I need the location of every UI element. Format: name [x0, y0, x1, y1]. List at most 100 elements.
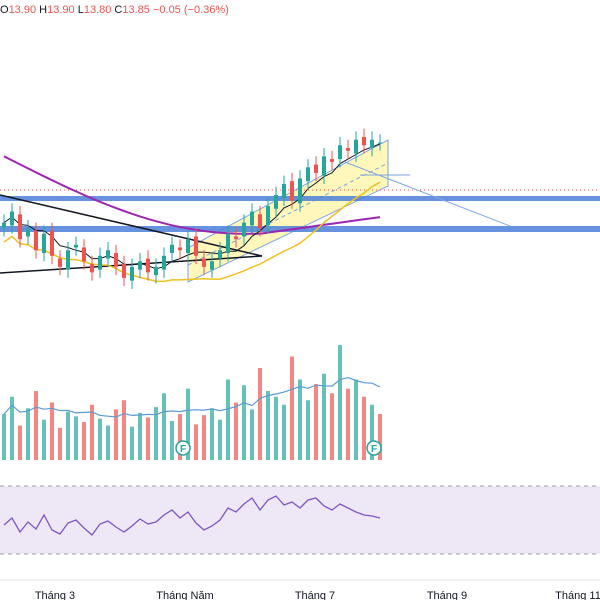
candle[interactable] [314, 156, 318, 182]
candle[interactable] [34, 222, 38, 259]
candle[interactable] [146, 250, 150, 281]
volume-bar[interactable] [274, 396, 278, 460]
volume-bar[interactable] [330, 393, 334, 460]
triangle-upper-trendline[interactable] [0, 194, 263, 257]
candle[interactable] [106, 241, 110, 267]
volume-bar[interactable] [66, 411, 70, 460]
candle[interactable] [226, 225, 230, 262]
volume-bar[interactable] [10, 396, 14, 460]
candle[interactable] [282, 175, 286, 207]
volume-bar[interactable] [50, 402, 54, 461]
volume-bar[interactable] [234, 402, 238, 461]
volume-bar[interactable] [58, 427, 62, 460]
volume-bar[interactable] [250, 409, 254, 460]
volume-bar[interactable] [354, 379, 358, 461]
candle[interactable] [234, 228, 238, 248]
volume-bar[interactable] [210, 408, 214, 460]
candle[interactable] [322, 148, 326, 184]
volume-bar[interactable] [218, 419, 222, 460]
volume-bar[interactable] [146, 417, 150, 460]
volume-pane[interactable]: F F [2, 345, 382, 460]
flag-marker-2[interactable]: F [366, 440, 382, 456]
volume-bar[interactable] [346, 388, 350, 460]
rsi-pane[interactable] [0, 485, 600, 555]
volume-bar[interactable] [18, 425, 22, 461]
volume-bar[interactable] [338, 345, 342, 460]
candle[interactable] [242, 214, 246, 245]
volume-bar[interactable] [378, 414, 382, 460]
candle[interactable] [58, 250, 62, 276]
candle[interactable] [26, 219, 30, 245]
candle[interactable] [18, 206, 22, 248]
volume-bar[interactable] [362, 396, 366, 460]
candle[interactable] [266, 197, 270, 234]
candle[interactable] [74, 236, 78, 256]
volume-bar[interactable] [2, 414, 6, 460]
candle[interactable] [98, 247, 102, 278]
volume-bar[interactable] [242, 385, 246, 460]
volume-bar[interactable] [74, 416, 78, 460]
candle[interactable] [354, 131, 358, 162]
volume-bar[interactable] [314, 384, 318, 460]
volume-bar[interactable] [114, 409, 118, 460]
candle[interactable] [346, 139, 350, 160]
candle[interactable] [250, 203, 254, 234]
candle[interactable] [186, 230, 190, 262]
candle[interactable] [202, 250, 206, 276]
candle[interactable] [378, 134, 382, 151]
volume-bar[interactable] [42, 419, 46, 460]
volume-bar[interactable] [106, 425, 110, 461]
volume-bar[interactable] [266, 391, 270, 460]
volume-bar[interactable] [82, 422, 86, 460]
candle[interactable] [2, 214, 6, 237]
candle[interactable] [178, 239, 182, 259]
candle[interactable] [138, 253, 142, 278]
volume-bar[interactable] [370, 404, 374, 460]
candle[interactable] [258, 206, 262, 237]
candle[interactable] [114, 244, 118, 276]
candle[interactable] [338, 136, 342, 168]
volume-bar[interactable] [34, 391, 38, 460]
candle[interactable] [274, 186, 278, 218]
volume-bar[interactable] [122, 400, 126, 460]
volume-bar[interactable] [98, 418, 102, 460]
candle[interactable] [122, 255, 126, 287]
volume-bar[interactable] [138, 412, 142, 460]
volume-bar[interactable] [194, 424, 198, 460]
candle[interactable] [170, 236, 174, 262]
volume-bar[interactable] [290, 356, 294, 461]
candle[interactable] [330, 150, 334, 171]
volume-bar[interactable] [226, 379, 230, 461]
candle[interactable] [298, 170, 302, 212]
candle[interactable] [162, 247, 166, 278]
candle[interactable] [362, 128, 366, 154]
ascending-channel[interactable] [187, 139, 389, 283]
candle[interactable] [210, 253, 214, 278]
candle[interactable] [130, 258, 134, 289]
volume-bar[interactable] [202, 415, 206, 460]
volume-bar[interactable] [90, 404, 94, 460]
flag-marker-1[interactable]: F [175, 440, 191, 456]
candle[interactable] [50, 222, 54, 265]
volume-bar[interactable] [178, 414, 182, 460]
candle[interactable] [154, 258, 158, 284]
candle[interactable] [370, 131, 374, 157]
volume-bar[interactable] [258, 368, 262, 460]
volume-bar[interactable] [322, 373, 326, 460]
volume-bar[interactable] [306, 400, 310, 460]
candle[interactable] [290, 172, 294, 209]
projection-trendline[interactable] [344, 161, 511, 227]
candle[interactable] [66, 241, 70, 278]
candle[interactable] [42, 225, 46, 262]
volume-bar[interactable] [282, 404, 286, 460]
volume-bar[interactable] [170, 420, 174, 460]
volume-bar[interactable] [154, 407, 158, 460]
candle[interactable] [10, 203, 14, 234]
volume-bar[interactable] [130, 426, 134, 460]
candle[interactable] [90, 255, 94, 281]
candle[interactable] [82, 239, 86, 270]
volume-bar[interactable] [186, 388, 190, 460]
volume-bar[interactable] [162, 393, 166, 460]
price-pane[interactable] [0, 128, 600, 289]
